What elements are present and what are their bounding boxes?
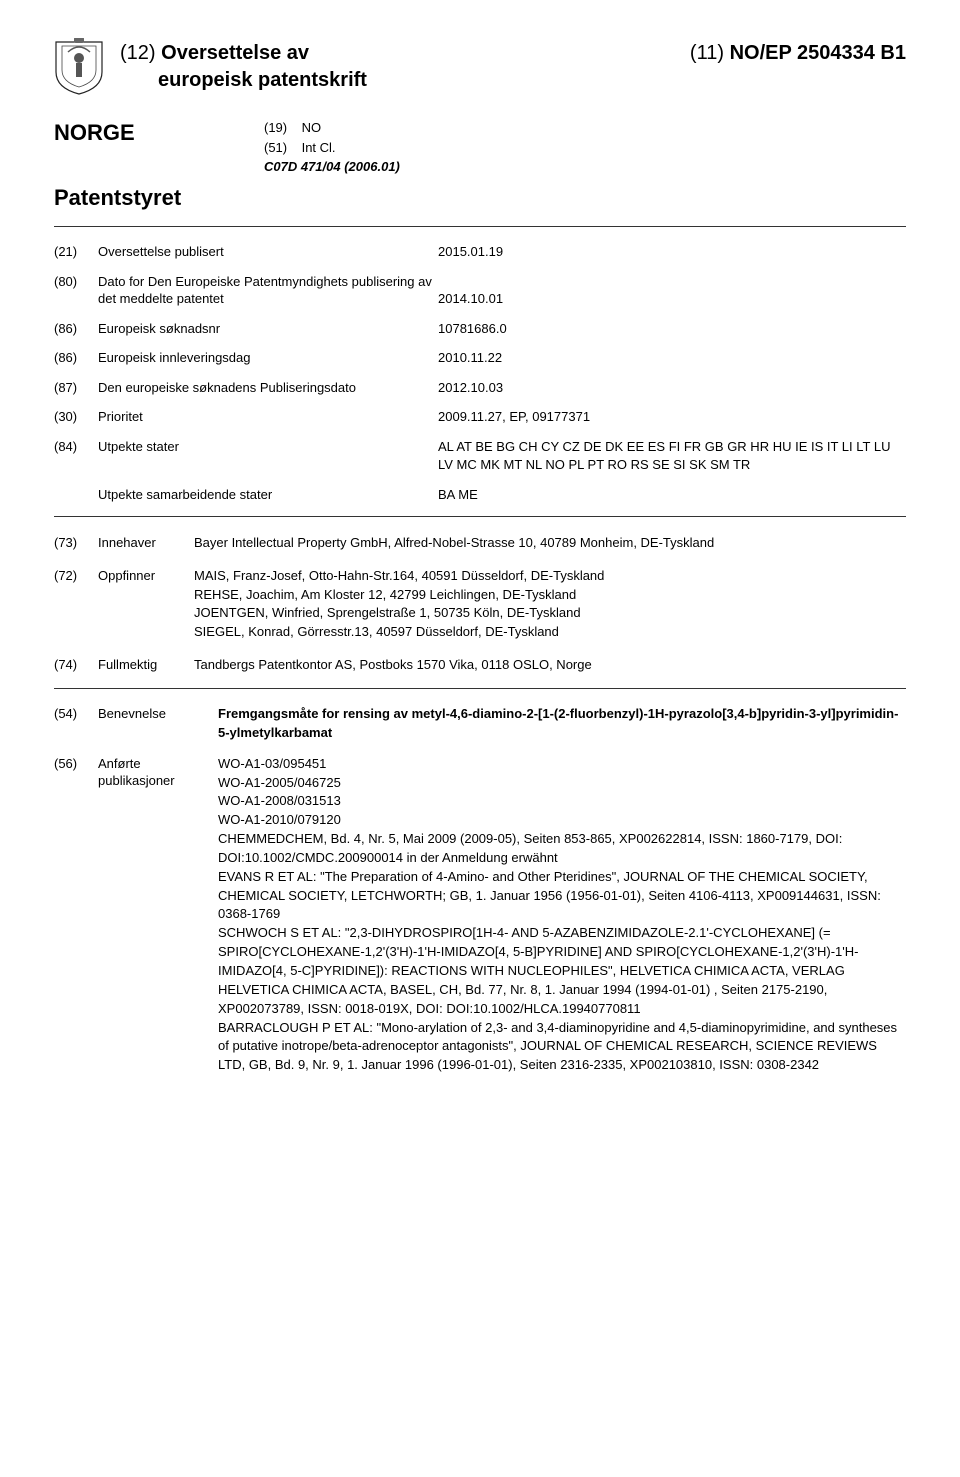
title-line1: Oversettelse av xyxy=(161,42,309,64)
code-51: (51) xyxy=(264,140,287,155)
divider xyxy=(54,516,906,517)
pubno-prefix: (11) xyxy=(690,42,724,64)
pubno: NO/EP 2504334 xyxy=(730,42,875,64)
coat-of-arms-icon xyxy=(54,38,104,96)
header: (12) Oversettelse av europeisk patentskr… xyxy=(54,38,906,96)
code-51-val: Int Cl. xyxy=(302,140,336,155)
divider xyxy=(54,688,906,689)
field-30: (30) Prioritet 2009.11.27, EP, 09177371 xyxy=(54,406,906,428)
kind-code: B1 xyxy=(880,42,906,64)
country-codes: (19) NO (51) Int Cl. C07D 471/04 (2006.0… xyxy=(264,118,400,177)
publication-number: (11) NO/EP 2504334 B1 xyxy=(690,40,906,67)
field-54: (54) Benevnelse Fremgangsmåte for rensin… xyxy=(54,703,906,745)
title-line2: europeisk patentskrift xyxy=(158,69,367,91)
country-row: NORGE (19) NO (51) Int Cl. C07D 471/04 (… xyxy=(54,118,906,177)
field-84: (84) Utpekte stater AL AT BE BG CH CY CZ… xyxy=(54,436,906,476)
field-86-filing: (86) Europeisk innleveringsdag 2010.11.2… xyxy=(54,347,906,369)
country-name: NORGE xyxy=(54,118,264,148)
field-56: (56) Anførte publikasjoner WO-A1-03/0954… xyxy=(54,753,906,1077)
kind-prefix: (12) xyxy=(120,42,156,64)
field-73: (73) Innehaver Bayer Intellectual Proper… xyxy=(54,531,906,556)
field-21: (21) Oversettelse publisert 2015.01.19 xyxy=(54,241,906,263)
document-kind-title: (12) Oversettelse av europeisk patentskr… xyxy=(120,40,367,94)
code-19-val: NO xyxy=(302,120,322,135)
abstract-table: (54) Benevnelse Fremgangsmåte for rensin… xyxy=(54,703,906,1077)
divider xyxy=(54,226,906,227)
inventor-list: MAIS, Franz-Josef, Otto-Hahn-Str.164, 40… xyxy=(194,564,906,645)
ipc: C07D 471/04 (2006.01) xyxy=(264,159,400,174)
invention-title: Fremgangsmåte for rensing av metyl-4,6-d… xyxy=(218,703,906,745)
parties-table: (73) Innehaver Bayer Intellectual Proper… xyxy=(54,531,906,678)
field-coop-states: Utpekte samarbeidende stater BA ME xyxy=(54,484,906,506)
citation-list: WO-A1-03/095451WO-A1-2005/046725WO-A1-20… xyxy=(218,753,906,1077)
field-86-appno: (86) Europeisk søknadsnr 10781686.0 xyxy=(54,318,906,340)
field-87: (87) Den europeiske søknadens Publiserin… xyxy=(54,377,906,399)
biblio-table: (21) Oversettelse publisert 2015.01.19 (… xyxy=(54,241,906,506)
field-72: (72) Oppfinner MAIS, Franz-Josef, Otto-H… xyxy=(54,564,906,645)
field-80: (80) Dato for Den Europeiske Patentmyndi… xyxy=(54,271,906,310)
code-19: (19) xyxy=(264,120,287,135)
field-74: (74) Fullmektig Tandbergs Patentkontor A… xyxy=(54,653,906,678)
authority: Patentstyret xyxy=(54,183,906,213)
